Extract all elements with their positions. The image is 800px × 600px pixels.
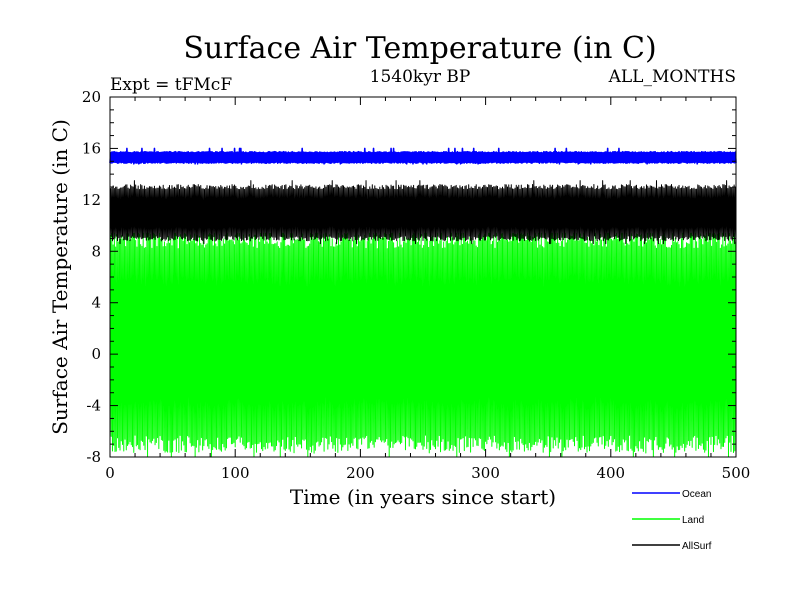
months-label: ALL_MONTHS (608, 67, 736, 87)
legend-label-allsurf: AllSurf (682, 541, 712, 552)
experiment-label: Expt = tFMcF (110, 75, 232, 95)
legend: Ocean Land AllSurf (632, 489, 712, 552)
plot-series (109, 147, 737, 458)
x-tick-label: 300 (471, 464, 500, 482)
y-tick-label: 16 (82, 139, 101, 157)
y-axis: -8 -4 0 4 8 12 16 20 (82, 88, 736, 466)
x-axis-label: Time (in years since start) (290, 485, 556, 509)
y-tick-label: 20 (82, 88, 101, 106)
legend-label-ocean: Ocean (682, 489, 711, 500)
series-line-land (109, 232, 737, 458)
y-tick-label: 4 (91, 294, 101, 312)
y-tick-label: 8 (91, 242, 101, 260)
y-tick-label: 0 (91, 345, 101, 363)
y-tick-label: -8 (86, 448, 101, 466)
y-tick-label: -4 (86, 397, 101, 415)
y-axis-label: Surface Air Temperature (in C) (48, 119, 72, 435)
x-axis: 0 100 200 300 400 500 (105, 97, 750, 482)
x-tick-label: 500 (722, 464, 751, 482)
legend-label-land: Land (682, 515, 704, 526)
period-label: 1540kyr BP (370, 67, 471, 87)
chart-title: Surface Air Temperature (in C) (183, 31, 656, 66)
x-tick-label: 0 (105, 464, 115, 482)
series-line-ocean (109, 147, 737, 165)
x-tick-label: 200 (346, 464, 375, 482)
y-tick-label: 12 (82, 191, 101, 209)
x-tick-label: 100 (221, 464, 250, 482)
series-line-allsurf (109, 180, 737, 245)
x-tick-label: 400 (596, 464, 625, 482)
